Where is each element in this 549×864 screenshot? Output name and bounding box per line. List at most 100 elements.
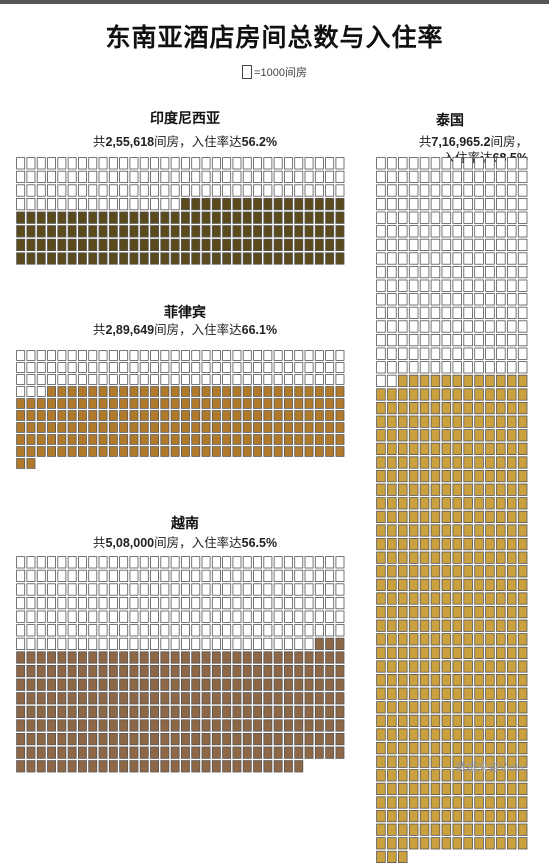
vietnam-room-unit-vacant xyxy=(139,556,149,569)
thailand-room-unit-occupied xyxy=(441,551,452,564)
thailand-room-unit-occupied xyxy=(463,742,473,755)
vietnam-room-unit-occupied xyxy=(78,719,87,732)
thailand-room-unit-occupied xyxy=(376,810,386,823)
thailand-room-unit-occupied xyxy=(474,524,484,537)
thailand-room-unit-occupied xyxy=(441,796,452,809)
vietnam-room-unit-occupied xyxy=(119,665,129,678)
indonesia-room-unit-vacant xyxy=(26,198,36,211)
thailand-room-unit-occupied xyxy=(496,796,506,809)
thailand-room-unit-vacant xyxy=(419,266,430,279)
thailand-room-unit-occupied xyxy=(496,755,506,768)
indonesia-room-unit-occupied xyxy=(160,225,170,238)
thailand-room-unit-vacant xyxy=(517,238,528,251)
indonesia-room-unit-vacant xyxy=(67,157,77,170)
thailand-room-unit-occupied xyxy=(376,442,386,456)
thailand-room-unit-occupied xyxy=(408,687,419,700)
philippines-room-unit-occupied xyxy=(180,422,190,433)
thailand-room-unit-occupied xyxy=(463,605,473,619)
vietnam-room-unit-occupied xyxy=(201,760,211,773)
vietnam-room-unit-occupied xyxy=(67,678,77,691)
indonesia-room-unit-vacant xyxy=(232,184,242,197)
philippines-room-unit-occupied xyxy=(57,386,67,397)
vietnam-room-unit-occupied xyxy=(222,732,232,746)
vietnam-room-unit-vacant xyxy=(139,610,149,623)
vietnam-room-unit-vacant xyxy=(26,637,36,650)
vietnam-room-unit-vacant xyxy=(67,556,77,569)
vietnam-room-unit-vacant xyxy=(98,597,108,610)
thailand-room-unit-occupied xyxy=(419,796,430,809)
vietnam-occupancy: 56.5% xyxy=(241,536,278,550)
thailand-room-unit-vacant xyxy=(496,279,506,292)
vietnam-room-unit-vacant xyxy=(150,637,160,650)
thailand-room-unit-vacant xyxy=(485,266,495,279)
vietnam-room-unit-occupied xyxy=(273,692,283,705)
indonesia-room-unit-occupied xyxy=(139,225,149,238)
vietnam-room-unit-occupied xyxy=(211,665,221,678)
vietnam-room-unit-vacant xyxy=(222,610,232,623)
indonesia-room-unit-occupied xyxy=(222,198,232,211)
thailand-room-unit-vacant xyxy=(419,225,430,238)
thailand-room-unit-occupied xyxy=(376,769,386,782)
thailand-room-unit-occupied xyxy=(496,388,506,401)
indonesia-room-unit-occupied xyxy=(263,238,273,251)
thailand-room-unit-occupied xyxy=(397,510,408,524)
philippines-room-unit-occupied xyxy=(150,410,160,421)
vietnam-room-unit-occupied xyxy=(180,719,190,732)
indonesia-room-unit-occupied xyxy=(16,225,26,238)
vietnam-room-unit-vacant xyxy=(98,637,108,650)
philippines-room-unit-occupied xyxy=(201,410,211,421)
thailand-room-unit-occupied xyxy=(517,537,528,551)
philippines-room-unit-vacant xyxy=(263,350,273,361)
thailand-room-unit-occupied xyxy=(387,551,397,564)
philippines-room-unit-vacant xyxy=(263,362,273,373)
thailand-room-unit-occupied xyxy=(441,497,452,510)
philippines-room-unit-vacant xyxy=(304,374,314,385)
thailand-name: 泰国 xyxy=(436,112,464,128)
thailand-room-unit-occupied xyxy=(441,782,452,796)
vietnam-room-unit-occupied xyxy=(150,746,160,759)
thailand-room-unit-occupied xyxy=(452,701,463,714)
indonesia-room-unit-occupied xyxy=(263,252,273,265)
vietnam-room-unit-vacant xyxy=(253,637,263,650)
indonesia-room-unit-occupied xyxy=(191,238,201,251)
thailand-room-unit-vacant xyxy=(496,293,506,306)
thailand-room-unit-vacant xyxy=(430,266,441,279)
indonesia-room-unit-vacant xyxy=(139,157,149,170)
vietnam-room-unit-occupied xyxy=(294,705,304,718)
vietnam-room-unit-occupied xyxy=(191,678,201,691)
vietnam-room-unit-occupied xyxy=(108,719,118,732)
philippines-room-unit-occupied xyxy=(129,446,139,457)
thailand-room-unit-occupied xyxy=(419,483,430,496)
philippines-room-unit-occupied xyxy=(108,398,118,409)
thailand-room-unit-occupied xyxy=(506,687,517,700)
vietnam-room-unit-occupied xyxy=(98,705,108,718)
philippines-room-unit-vacant xyxy=(129,374,139,385)
thailand-room-unit-occupied xyxy=(452,605,463,619)
vietnam-room-unit-vacant xyxy=(119,597,129,610)
thailand-room-unit-occupied xyxy=(485,456,495,469)
thailand-room-unit-occupied xyxy=(408,633,419,646)
thailand-room-unit-occupied xyxy=(474,769,484,782)
philippines-room-unit-vacant xyxy=(180,350,190,361)
thailand-room-unit-occupied xyxy=(506,605,517,619)
vietnam-room-unit-occupied xyxy=(16,692,26,705)
philippines-room-unit-occupied xyxy=(108,446,118,457)
philippines-room-unit-vacant xyxy=(108,374,118,385)
indonesia-room-unit-vacant xyxy=(263,157,273,170)
indonesia-room-unit-occupied xyxy=(108,252,118,265)
indonesia-room-unit-vacant xyxy=(88,157,98,170)
indonesia-room-unit-occupied xyxy=(180,211,190,224)
indonesia-room-unit-vacant xyxy=(57,184,67,197)
philippines-room-unit-vacant xyxy=(242,362,252,373)
philippines-room-unit-vacant xyxy=(273,374,283,385)
indonesia-room-unit-occupied xyxy=(160,238,170,251)
thailand-room-unit-occupied xyxy=(419,687,430,700)
indonesia-room-unit-vacant xyxy=(57,170,67,183)
thailand-room-unit-occupied xyxy=(452,782,463,796)
vietnam-room-unit-occupied xyxy=(67,732,77,746)
thailand-room-unit-vacant xyxy=(376,157,386,170)
thailand-room-unit-occupied xyxy=(452,687,463,700)
thailand-room-unit-occupied xyxy=(452,714,463,728)
indonesia-room-unit-vacant xyxy=(67,184,77,197)
data-source: 数据来自Videc xyxy=(455,762,527,774)
